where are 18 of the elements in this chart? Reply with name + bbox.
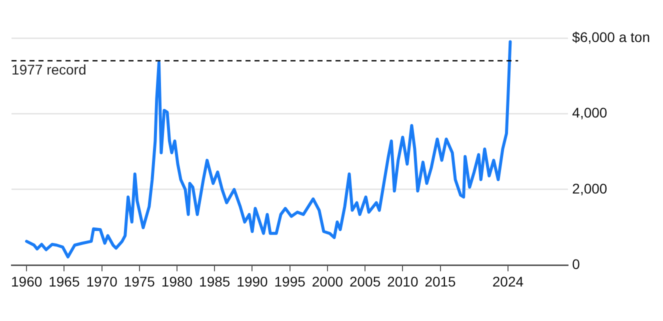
x-tick-label: 2024 bbox=[492, 273, 524, 290]
ref-line-label: 1977 record bbox=[12, 62, 86, 78]
y-tick-label: 4,000 bbox=[572, 104, 608, 121]
x-tick-label: 2015 bbox=[424, 273, 456, 290]
x-tick-label: 1980 bbox=[161, 273, 193, 290]
x-tick-label: 2005 bbox=[349, 273, 381, 290]
y-tick-label: 0 bbox=[572, 256, 580, 272]
x-tick-label: 1970 bbox=[86, 273, 118, 290]
y-tick-label: 2,000 bbox=[572, 180, 608, 196]
x-tick-label: 1960 bbox=[10, 273, 42, 290]
x-tick-label: 1975 bbox=[124, 273, 156, 290]
x-tick-label: 2010 bbox=[387, 273, 418, 290]
x-tick-label: 1990 bbox=[236, 273, 268, 290]
x-tick-label: 1985 bbox=[199, 273, 230, 290]
y-tick-label: $6,000 a ton bbox=[572, 28, 650, 45]
x-tick-label: 1965 bbox=[48, 273, 80, 290]
x-tick-label: 2000 bbox=[312, 273, 344, 290]
x-tick-label: 1995 bbox=[274, 273, 306, 290]
